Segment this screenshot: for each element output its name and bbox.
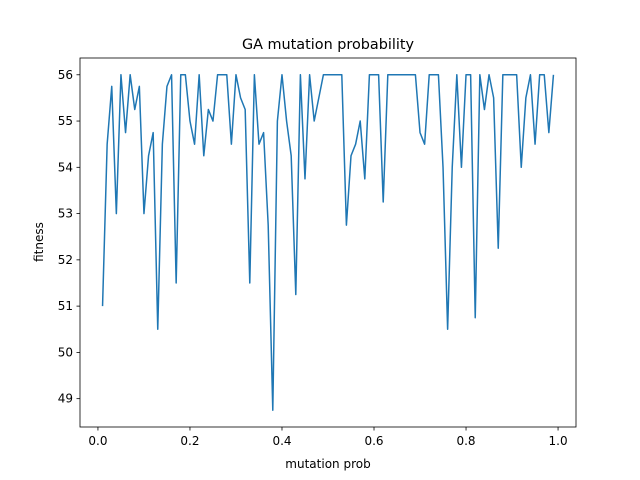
y-tick-label: 53 — [58, 207, 73, 221]
axes-frame — [79, 57, 577, 428]
y-tick-label: 51 — [58, 299, 73, 313]
y-tick-label: 56 — [58, 68, 73, 82]
y-tick-label: 50 — [58, 345, 73, 359]
y-tick-label: 55 — [58, 114, 73, 128]
y-tick-label: 52 — [58, 253, 73, 267]
x-tick-label: 0.8 — [456, 434, 475, 448]
x-tick-label: 1.0 — [549, 434, 568, 448]
x-tick-label: 0.2 — [180, 434, 199, 448]
chart-title: GA mutation probability — [242, 37, 415, 53]
y-tick-label: 49 — [58, 392, 73, 406]
y-axis-label: fitness — [32, 222, 46, 262]
x-axis-label: mutation prob — [285, 457, 370, 471]
y-tick-label: 54 — [58, 160, 73, 174]
line-series — [101, 74, 555, 411]
x-tick-label: 0.0 — [88, 434, 107, 448]
x-tick-label: 0.6 — [364, 434, 383, 448]
x-tick-label: 0.4 — [272, 434, 291, 448]
